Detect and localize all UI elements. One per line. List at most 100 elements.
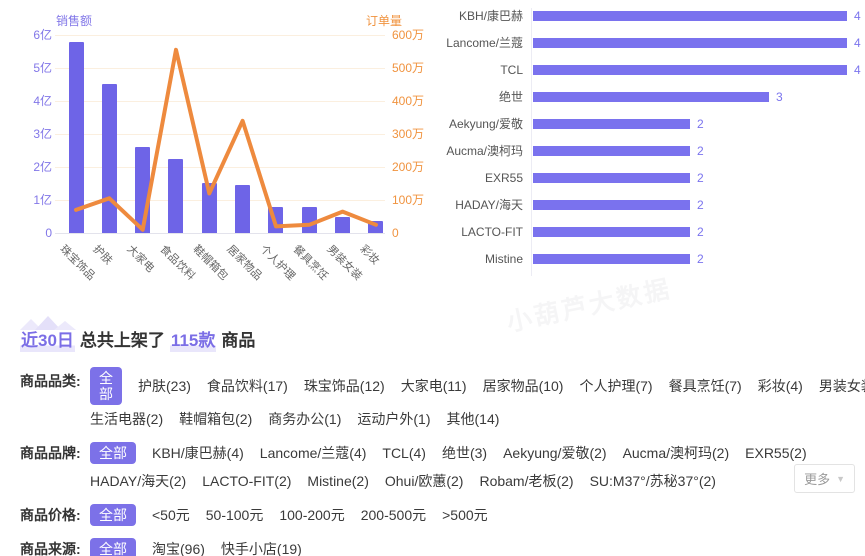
brand-bar-row: EXR55 2 xyxy=(435,164,863,191)
summary-suffix: 商品 xyxy=(221,331,256,350)
filter-item[interactable]: Mistine(2) xyxy=(307,473,369,489)
y-axis-tick-right: 400万 xyxy=(392,94,425,108)
gridline xyxy=(55,35,385,36)
filter-item[interactable]: 居家物品(10) xyxy=(482,378,564,394)
filter-item[interactable]: 淘宝(96) xyxy=(152,541,205,556)
brand-label: KBH/康巴赫 xyxy=(458,9,523,23)
brand-bar xyxy=(533,172,690,183)
filter-item[interactable]: TCL(4) xyxy=(382,445,426,461)
filter-item[interactable]: 其他(14) xyxy=(446,411,500,427)
filter-item[interactable]: 运动户外(1) xyxy=(357,411,431,427)
x-axis-category-label: 居家物品 xyxy=(224,243,264,283)
x-axis-category-label: 鞋帽箱包 xyxy=(190,243,231,283)
filter-item[interactable]: Aekyung/爱敬(2) xyxy=(503,445,607,461)
brand-bar-row: KBH/康巴赫 4 xyxy=(435,2,863,29)
brand-label: HADAY/海天 xyxy=(455,198,523,212)
filter-item[interactable]: Aucma/澳柯玛(2) xyxy=(622,445,730,461)
filter-item[interactable]: 200-500元 xyxy=(360,507,427,523)
brand-bar-value: 4 xyxy=(854,35,861,50)
filter-item[interactable]: 快手小店(19) xyxy=(220,541,302,556)
filter-row-category: 商品品类: 全部 护肤(23) 食品饮料(17) 珠宝饰品(12) 大家电(11) 居家物品… xyxy=(20,367,865,433)
y-axis-tick-left: 6亿 xyxy=(33,28,52,42)
brand-bar-row: 绝世 3 xyxy=(435,83,863,110)
filter-item[interactable]: 彩妆(4) xyxy=(757,378,803,394)
filter-item[interactable]: KBH/康巴赫(4) xyxy=(152,445,244,461)
filter-item[interactable]: >500元 xyxy=(442,507,488,523)
hbar-axis-line xyxy=(531,8,532,276)
brand-bar-row: Aekyung/爱敬 2 xyxy=(435,110,863,137)
brand-bar xyxy=(533,118,690,129)
brand-bar-value: 4 xyxy=(854,62,861,77)
filter-all-chip[interactable]: 全部 xyxy=(90,442,136,464)
y-axis-tick-right: 100万 xyxy=(392,193,425,207)
filter-item[interactable]: 50-100元 xyxy=(205,507,264,523)
y-axis-tick-left: 4亿 xyxy=(33,94,52,108)
filter-item[interactable]: 男装女装(4) xyxy=(818,378,865,394)
more-button-label: 更多 xyxy=(804,472,831,487)
filter-panel: 商品品类: 全部 护肤(23) 食品饮料(17) 珠宝饰品(12) 大家电(11) 居家物品… xyxy=(20,367,865,556)
filter-item[interactable]: Lancome/兰蔻(4) xyxy=(259,445,367,461)
brand-count-bar-chart: KBH/康巴赫 4 Lancome/兰蔻 4 TCL 4 绝世 3 Aekyung/爱敬 2 Auc… xyxy=(435,2,863,278)
sales-bar xyxy=(335,217,351,233)
brand-bar-value: 3 xyxy=(776,89,783,104)
sales-bar xyxy=(68,42,84,233)
brand-bar xyxy=(533,145,690,156)
filter-item[interactable]: HADAY/海天(2) xyxy=(90,473,187,489)
filter-item[interactable]: SU:M37°/苏秘37°(2) xyxy=(589,473,716,489)
filter-item[interactable]: 餐具烹饪(7) xyxy=(668,378,742,394)
filter-item[interactable]: <50元 xyxy=(152,507,190,523)
more-button[interactable]: 更多 ▼ xyxy=(794,464,855,493)
sales-orders-combo-chart: 销售额 订单量 珠宝饰品 护肤 大家电 食品饮料 鞋帽箱包 居家物品 个人护理 餐具烹饪 男装女… xyxy=(20,6,452,306)
filter-row-brand: 商品品牌: 全部 KBH/康巴赫(4) Lancome/兰蔻(4) TCL(4) 绝世(3… xyxy=(20,439,855,495)
filter-item[interactable]: 绝世(3) xyxy=(441,445,488,461)
filter-row-source: 商品来源: 全部 淘宝(96) 快手小店(19) xyxy=(20,535,855,556)
y-axis-tick-right: 600万 xyxy=(392,28,425,42)
filter-item[interactable]: EXR55(2) xyxy=(745,445,807,461)
filter-item[interactable]: 珠宝饰品(12) xyxy=(303,378,385,394)
combo-plot-area xyxy=(55,35,385,234)
y-axis-tick-right: 200万 xyxy=(392,160,425,174)
brand-bar xyxy=(533,10,847,21)
filter-item[interactable]: 100-200元 xyxy=(279,507,345,523)
brand-bar-value: 2 xyxy=(697,251,704,266)
y-axis-tick-left: 5亿 xyxy=(33,61,52,75)
filter-label: 商品来源: xyxy=(20,541,81,556)
filter-item[interactable]: Robam/老板(2) xyxy=(479,473,574,489)
filter-item[interactable]: LACTO-FIT(2) xyxy=(202,473,292,489)
filter-item[interactable]: Ohui/欧蕙(2) xyxy=(384,473,464,489)
filter-all-chip[interactable]: 全部 xyxy=(90,538,136,556)
brand-bar xyxy=(533,91,769,102)
x-axis-category-label: 彩妆 xyxy=(357,243,382,268)
y-axis-tick-left: 0 xyxy=(45,226,52,240)
brand-bar-value: 2 xyxy=(697,170,704,185)
y-axis-tick-right: 300万 xyxy=(392,127,425,141)
x-axis-category-label: 大家电 xyxy=(124,243,156,275)
y-axis-tick-right: 0 xyxy=(392,226,399,240)
filter-item[interactable]: 食品饮料(17) xyxy=(206,378,288,394)
brand-bar xyxy=(533,226,690,237)
filter-item[interactable]: 商务办公(1) xyxy=(268,411,342,427)
brand-bar-row: Mistine 2 xyxy=(435,245,863,272)
sales-bar xyxy=(101,84,117,233)
brand-label: TCL xyxy=(500,62,523,77)
brand-bar xyxy=(533,37,847,48)
filter-item[interactable]: 护肤(23) xyxy=(138,378,191,394)
filter-item[interactable]: 生活电器(2) xyxy=(90,411,164,427)
brand-bar xyxy=(533,199,690,210)
brand-label: 绝世 xyxy=(498,90,523,104)
summary-headline: 近30日 总共上架了 115款 商品 xyxy=(20,316,260,352)
orders-line xyxy=(74,47,378,232)
brand-label: Mistine xyxy=(484,251,523,266)
filter-label: 商品品牌: xyxy=(20,445,81,461)
chevron-down-icon: ▼ xyxy=(836,473,845,484)
filter-label: 商品品类: xyxy=(20,373,81,389)
filter-all-chip[interactable]: 全部 xyxy=(90,504,136,526)
filter-item[interactable]: 个人护理(7) xyxy=(579,378,653,394)
filter-all-chip[interactable]: 全部 xyxy=(90,367,122,405)
filter-item[interactable]: 大家电(11) xyxy=(400,378,467,394)
filter-item[interactable]: 鞋帽箱包(2) xyxy=(179,411,253,427)
filter-label: 商品价格: xyxy=(20,507,81,523)
brand-label: EXR55 xyxy=(484,170,523,185)
gridline xyxy=(55,68,385,69)
